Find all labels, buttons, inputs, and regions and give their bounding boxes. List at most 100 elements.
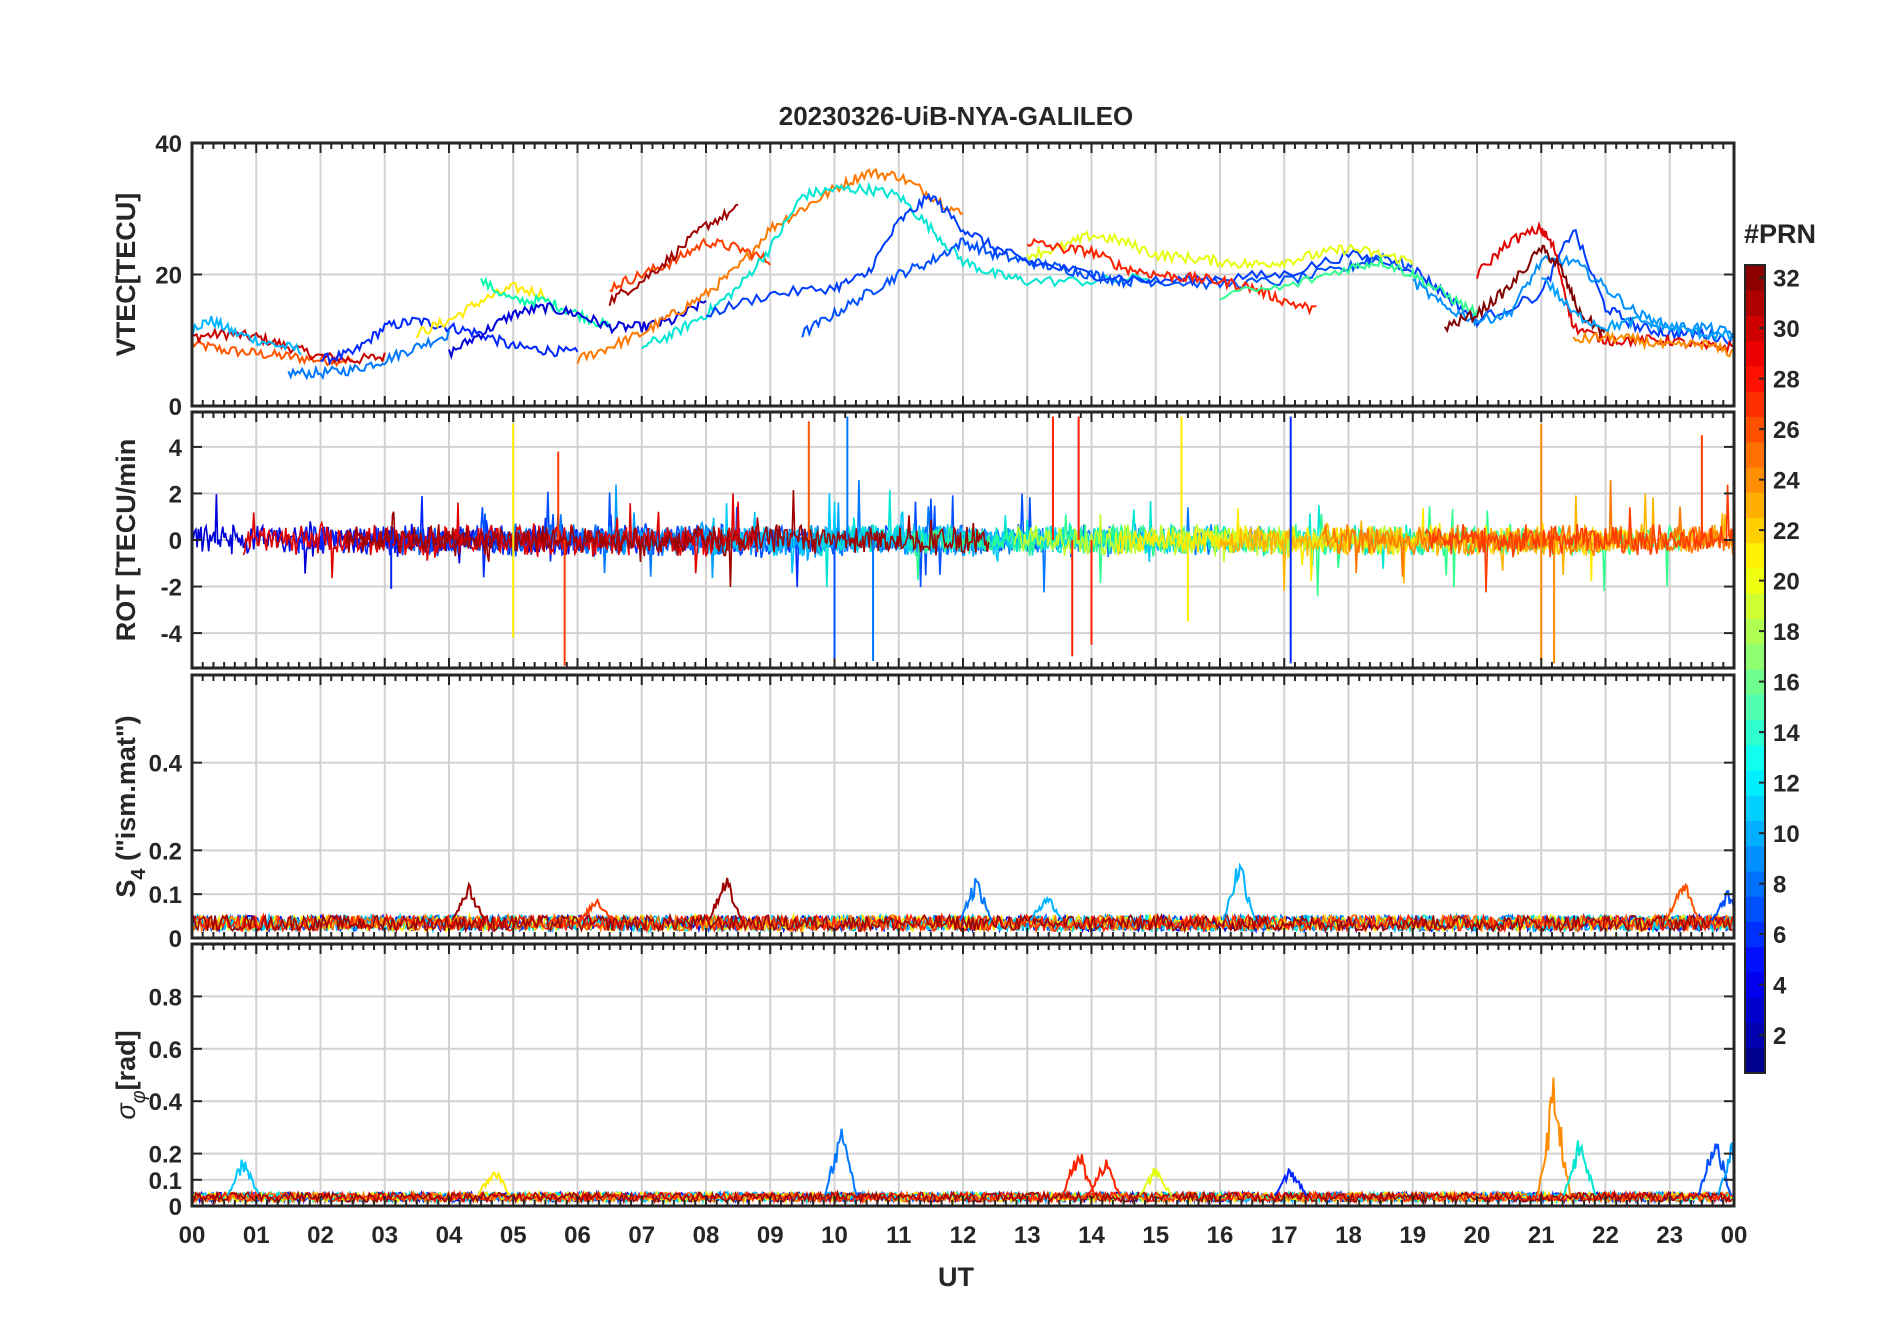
x-tick-label: 07 <box>628 1222 655 1249</box>
x-tick-label: 05 <box>500 1222 527 1249</box>
y-tick-label: 20 <box>155 263 182 290</box>
y-tick-label: 0.4 <box>149 751 183 778</box>
y-tick-label: 0 <box>169 926 182 953</box>
y-tick-label: 0.1 <box>149 1168 182 1195</box>
y-tick-label: 0.4 <box>149 1089 183 1116</box>
x-tick-label: 23 <box>1656 1222 1683 1249</box>
y-axis-label: ROT [TECU/min <box>111 439 141 642</box>
peak <box>958 878 993 922</box>
y-tick-label: 0.8 <box>149 984 182 1011</box>
series-prn-4 <box>705 192 1734 347</box>
colorbar-tick-label: 28 <box>1773 367 1800 394</box>
colorbar-step <box>1745 643 1765 670</box>
x-tick-label: 03 <box>371 1222 398 1249</box>
colorbar-tick-label: 6 <box>1773 922 1786 949</box>
panel-rot: -4 -2 0 2 4 ROT [TECU/min <box>111 410 1736 670</box>
colorbar-step <box>1745 871 1765 897</box>
colorbar-step <box>1745 290 1765 316</box>
colorbar-tick-label: 8 <box>1773 872 1786 899</box>
colorbar-step <box>1745 315 1765 342</box>
colorbar-step <box>1745 467 1765 493</box>
x-axis-label: UT <box>938 1262 974 1292</box>
y-tick-label: -2 <box>161 575 182 602</box>
data-layer <box>192 862 1734 934</box>
colorbar-tick-label: 18 <box>1773 619 1800 646</box>
grid <box>192 675 1734 939</box>
colorbar-tick-label: 14 <box>1773 720 1800 747</box>
peak <box>1138 1167 1173 1197</box>
x-ticks <box>191 944 1735 1206</box>
peak <box>226 1159 260 1196</box>
y-tick-label: 0 <box>169 1194 182 1221</box>
colorbar-tick-label: 24 <box>1773 468 1800 495</box>
colorbar-tick-label: 22 <box>1773 518 1800 545</box>
colorbar-step <box>1745 441 1765 468</box>
x-tick-label: 13 <box>1014 1222 1041 1249</box>
x-tick-label: 15 <box>1142 1222 1169 1249</box>
colorbar-step <box>1745 921 1765 948</box>
series-prn-20 <box>1026 230 1414 270</box>
series-prn-26 <box>192 337 353 368</box>
data-layer <box>192 416 1734 666</box>
x-tick-label: 18 <box>1335 1222 1362 1249</box>
colorbar-step <box>1745 593 1765 619</box>
peak <box>1562 1140 1597 1196</box>
colorbar-step <box>1745 416 1765 443</box>
colorbar-step <box>1745 946 1765 973</box>
y-tick-label: 40 <box>155 131 182 158</box>
colorbar-tick-label: 10 <box>1773 821 1800 848</box>
figure-title: 20230326-UiB-NYA-GALILEO <box>779 101 1134 131</box>
y-tick-label: 0.1 <box>149 882 182 909</box>
x-tick-label: 08 <box>693 1222 720 1249</box>
data-layer <box>192 167 1734 381</box>
peak <box>1087 1159 1122 1197</box>
colorbar-step <box>1745 366 1765 392</box>
x-tick-label: 10 <box>821 1222 848 1249</box>
series-prn-30 <box>192 326 386 365</box>
y-tick-label: -4 <box>161 621 183 648</box>
peak <box>1273 1167 1308 1197</box>
colorbar-frame <box>1744 264 1766 1074</box>
series-prn-11 <box>1541 277 1734 342</box>
peak <box>1710 890 1734 921</box>
x-tick-label: 20 <box>1464 1222 1491 1249</box>
panel-vtec: 0 20 40 VTEC[TECU] <box>111 131 1736 421</box>
y-tick-label: 0 <box>169 528 182 555</box>
x-tick-label: 21 <box>1528 1222 1555 1249</box>
y-tick-label: 0.2 <box>149 838 182 865</box>
series-prn-10 <box>287 329 450 381</box>
peak <box>1665 882 1700 921</box>
x-tick-label: 14 <box>1078 1222 1105 1249</box>
x-tick-label: 11 <box>886 1222 911 1249</box>
x-tick-label: 04 <box>436 1222 463 1249</box>
x-tick-label: 02 <box>307 1222 334 1249</box>
y-tick-label: 0.6 <box>149 1037 182 1064</box>
panel-sigma_phi: 00.10.2 0.4 0.6 0.8 σφ[rad] <box>111 942 1736 1221</box>
colorbar-step <box>1745 669 1765 695</box>
y-axis-label: VTEC[TECU] <box>111 193 141 357</box>
y-axis-label: S4 ("ism.mat") <box>111 715 150 897</box>
x-ticks <box>191 412 1735 668</box>
colorbar-step <box>1745 719 1765 746</box>
x-tick-label: 12 <box>950 1222 977 1249</box>
colorbar-tick-label: 16 <box>1773 670 1800 697</box>
series-prn-15 <box>1219 256 1478 321</box>
y-axis-label-part: 4 <box>128 868 150 880</box>
x-tick-label: 00 <box>179 1222 206 1249</box>
rot-trace <box>1424 484 1734 593</box>
peak <box>823 1128 858 1196</box>
panel-s4: 0 0.1 0.2 0.4S4 ("ism.mat") <box>111 673 1736 953</box>
series-prn-12 <box>192 315 302 356</box>
peak <box>477 1170 511 1197</box>
y-axis-label-part: σ <box>111 1102 141 1120</box>
x-axis: 00 01 02 03 04 05 06 07 08 09 10 11 12 13 14 15 16 17 18 19… <box>179 1222 1748 1249</box>
colorbar-step <box>1745 391 1765 417</box>
series-prn-31 <box>608 203 739 306</box>
colorbar-step <box>1745 820 1765 847</box>
y-tick-label: 0.2 <box>149 1142 182 1169</box>
x-tick-label: 01 <box>243 1222 270 1249</box>
